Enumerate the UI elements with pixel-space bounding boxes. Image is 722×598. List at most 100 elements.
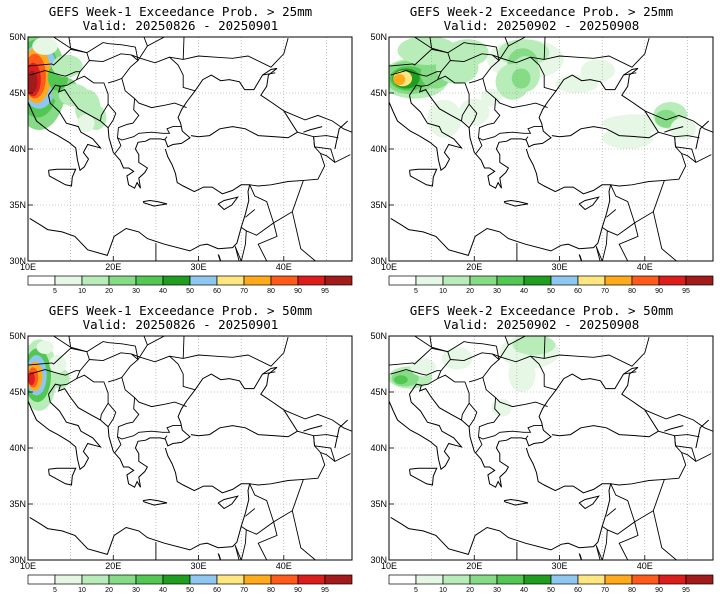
- country-border: [504, 37, 509, 47]
- country-border: [652, 211, 678, 261]
- colorbar-label: 60: [213, 288, 221, 295]
- probability-shading: [51, 368, 70, 389]
- country-border: [495, 346, 500, 360]
- colorbar-swatch: [324, 574, 353, 585]
- colorbar-swatch: [388, 574, 417, 585]
- colorbar-label: 90: [655, 288, 663, 295]
- lat-tick-label: 40N: [9, 443, 26, 453]
- lon-tick-label: 10E: [20, 262, 36, 272]
- colorbar-swatch: [27, 275, 56, 286]
- colorbar-swatch: [270, 574, 299, 585]
- colorbar-swatch: [523, 275, 552, 286]
- probability-shading: [441, 347, 473, 370]
- colorbar-swatch: [216, 574, 245, 585]
- country-border: [623, 371, 637, 375]
- coastline: [142, 498, 168, 506]
- colorbar-label: 70: [601, 288, 609, 295]
- country-border: [143, 37, 148, 47]
- country-border: [240, 529, 247, 560]
- probability-shading: [511, 68, 531, 89]
- colorbar-swatch: [631, 574, 660, 585]
- country-border: [29, 70, 46, 76]
- lat-tick-label: 50N: [9, 331, 26, 341]
- colorbar-label: 20: [105, 288, 113, 295]
- colorbar-label: 20: [105, 587, 113, 594]
- country-border: [543, 336, 546, 359]
- coastline: [303, 425, 323, 432]
- country-border: [623, 72, 637, 76]
- lat-tick-label: 40N: [9, 144, 26, 154]
- lat-tick-label: 35N: [9, 200, 26, 210]
- coastline: [409, 67, 660, 189]
- country-border: [405, 369, 441, 376]
- lon-tick-label: 30E: [552, 262, 568, 272]
- coastline: [29, 447, 251, 556]
- colorbar-swatch: [604, 275, 633, 286]
- colorbar-swatch: [415, 574, 444, 585]
- panel-title: GEFS Week-2 Exceedance Prob. > 50mm: [409, 303, 674, 318]
- colorbar-swatch: [442, 574, 471, 585]
- lat-tick-label: 35N: [370, 200, 387, 210]
- country-border: [618, 222, 639, 261]
- lon-tick-label: 10E: [381, 561, 397, 571]
- panel-week1-25mm: GEFS Week-1 Exceedance Prob. > 25mm Vali…: [0, 0, 361, 299]
- country-border: [579, 255, 583, 261]
- country-border: [86, 42, 136, 54]
- colorbar-swatch: [189, 275, 218, 286]
- probability-shading: [427, 99, 462, 138]
- colorbar-swatch: [243, 275, 272, 286]
- colorbar-label: 40: [159, 288, 167, 295]
- country-border: [29, 369, 46, 375]
- country-border: [257, 521, 278, 560]
- colorbar-swatch: [469, 574, 498, 585]
- colorbar-swatch: [324, 275, 353, 286]
- coastline: [48, 366, 299, 488]
- panel-title: GEFS Week-2 Exceedance Prob. > 25mm: [409, 4, 674, 19]
- country-border: [182, 37, 185, 60]
- colorbar-swatch: [297, 574, 326, 585]
- lat-tick-label: 40N: [370, 443, 387, 453]
- country-border: [313, 136, 351, 164]
- coastline: [217, 196, 239, 211]
- country-border: [249, 435, 326, 486]
- colorbar-label: 10: [78, 288, 86, 295]
- colorbar-label: 30: [493, 288, 501, 295]
- lat-tick-label: 35N: [370, 499, 387, 509]
- colorbar-label: 80: [267, 288, 275, 295]
- country-border: [117, 98, 182, 141]
- country-border: [262, 72, 276, 76]
- colorbar-swatch: [631, 275, 660, 286]
- panel-week2-50mm: GEFS Week-2 Exceedance Prob. > 50mm Vali…: [361, 299, 722, 598]
- country-border: [297, 430, 339, 438]
- coastline: [578, 495, 600, 510]
- panel-week2-25mm: GEFS Week-2 Exceedance Prob. > 25mm Vali…: [361, 0, 722, 299]
- probability-shading: [602, 114, 671, 133]
- colorbar-label: 95: [682, 288, 690, 295]
- colorbar-swatch: [81, 275, 110, 286]
- colorbar-label: 95: [321, 587, 329, 594]
- country-border: [273, 479, 304, 523]
- colorbar-label: 40: [520, 587, 528, 594]
- country-border: [234, 545, 242, 560]
- panel-valid-dates: Valid: 20250826 - 20250901: [82, 18, 279, 33]
- colorbar-swatch: [685, 574, 714, 585]
- lat-tick-label: 50N: [370, 331, 387, 341]
- probability-shading: [32, 37, 58, 55]
- country-border: [429, 336, 433, 348]
- lat-tick-label: 30N: [370, 256, 387, 266]
- colorbar-label: 90: [655, 587, 663, 594]
- probability-shading: [481, 88, 502, 107]
- country-border: [475, 137, 483, 154]
- coastline: [29, 148, 251, 257]
- country-border: [482, 377, 548, 408]
- panel-week1-50mm: GEFS Week-1 Exceedance Prob. > 50mm Vali…: [0, 299, 361, 598]
- country-border: [543, 37, 546, 60]
- country-border: [44, 369, 80, 376]
- panel-title: GEFS Week-1 Exceedance Prob. > 50mm: [48, 303, 313, 318]
- colorbar-label: 80: [628, 587, 636, 594]
- country-border: [618, 521, 639, 560]
- country-border: [131, 54, 196, 92]
- lat-tick-label: 50N: [370, 32, 387, 42]
- country-border: [447, 42, 497, 54]
- colorbar-label: 10: [78, 587, 86, 594]
